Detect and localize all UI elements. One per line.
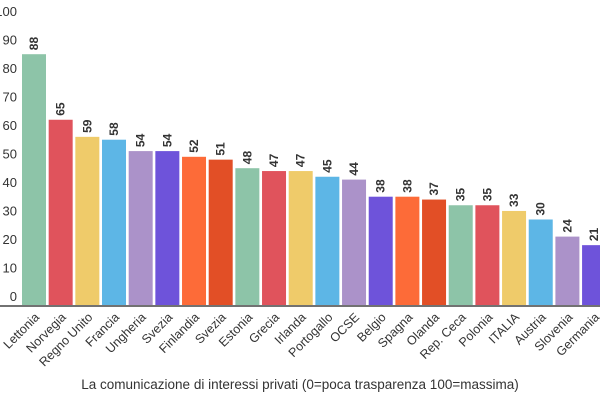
y-tick-label: 50	[3, 147, 17, 162]
data-label: 38	[374, 179, 388, 193]
y-tick-label: 30	[3, 204, 17, 219]
data-label: 52	[187, 139, 201, 153]
bar	[155, 151, 180, 305]
bar	[582, 245, 600, 305]
x-axis-label: La comunicazione di interessi privati (0…	[81, 377, 518, 392]
data-label: 88	[27, 37, 41, 51]
bar	[128, 151, 153, 305]
bar	[182, 156, 207, 305]
data-label: 21	[587, 227, 600, 241]
y-tick-label: 0	[10, 289, 17, 304]
bar	[288, 171, 313, 305]
bars	[22, 54, 600, 306]
y-tick-label: 100	[0, 4, 17, 19]
data-label: 48	[240, 151, 254, 165]
bar	[342, 179, 367, 305]
data-label: 44	[347, 162, 361, 176]
data-label: 24	[560, 219, 574, 233]
data-label: 47	[267, 153, 281, 167]
data-label: 54	[160, 133, 174, 147]
data-label: 38	[400, 179, 414, 193]
bar	[555, 236, 580, 305]
bar	[528, 219, 553, 305]
category-label: OCSE	[327, 310, 362, 345]
bar	[502, 210, 527, 305]
bar	[448, 205, 473, 305]
bar	[315, 176, 340, 305]
y-tick-label: 40	[3, 175, 17, 190]
bar	[368, 196, 393, 305]
y-tick-label: 10	[3, 261, 17, 276]
data-label: 59	[80, 119, 94, 133]
y-tick-label: 80	[3, 61, 17, 76]
data-label: 51	[214, 142, 228, 156]
bar	[422, 199, 447, 305]
bar	[102, 139, 127, 305]
bar	[262, 171, 287, 305]
data-label: 30	[534, 202, 548, 216]
data-label: 47	[294, 153, 308, 167]
y-tick-label: 60	[3, 118, 17, 133]
bar	[208, 159, 233, 305]
y-tick-label: 70	[3, 90, 17, 105]
bar	[475, 205, 500, 305]
data-label: 35	[454, 188, 468, 202]
bar	[395, 196, 420, 305]
data-label: 45	[320, 159, 334, 173]
bar	[75, 136, 100, 305]
y-tick-label: 90	[3, 33, 17, 48]
data-label: 33	[507, 193, 521, 207]
bar	[235, 168, 260, 305]
data-label: 58	[107, 122, 121, 136]
data-labels: 88 65 59 58 54 54 52 51 48 47 47 45 44 38 38 37 35 35 33 30…	[27, 37, 600, 242]
data-label: 54	[134, 133, 148, 147]
data-label: 35	[480, 188, 494, 202]
data-label: 65	[54, 102, 68, 116]
data-label: 37	[427, 182, 441, 196]
bar	[48, 119, 73, 305]
y-axis-ticks: 0 10 20 30 40 50 60 70 80 90 100	[0, 4, 17, 304]
bar	[22, 54, 46, 306]
y-tick-label: 20	[3, 232, 17, 247]
